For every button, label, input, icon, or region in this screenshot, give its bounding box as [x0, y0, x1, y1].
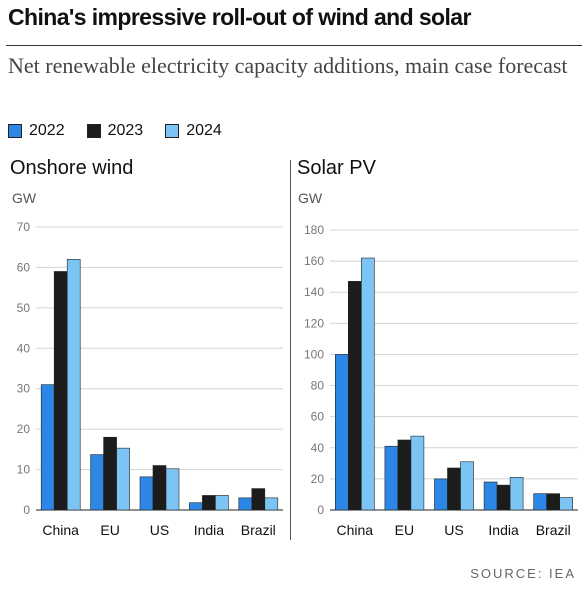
- solar-pv-ytick-label: 160: [304, 254, 324, 268]
- solar-pv-ytick-label: 60: [311, 410, 325, 424]
- solar-pv-bar-china-2023: [347, 281, 362, 511]
- onshore-wind-bar-eu-2024: [116, 447, 130, 511]
- solar-pv-bar-brazil-2022: [533, 493, 548, 511]
- onshore-wind-category-label: US: [150, 522, 169, 538]
- solar-pv-ytick-label: 80: [311, 379, 325, 393]
- onshore-wind-bar-us-2022: [139, 476, 154, 511]
- onshore-wind-bar-china-2022: [40, 384, 55, 511]
- onshore-wind-bar-us-2024: [165, 468, 180, 511]
- legend-swatch-2023: [86, 124, 101, 138]
- solar-pv-ytick-label: 120: [304, 316, 324, 330]
- solar-pv-category-label: China: [337, 522, 374, 538]
- onshore-wind-bar-eu-2023: [103, 436, 117, 511]
- solar-pv-bar-us-2024: [460, 461, 474, 511]
- chart-title: China's impressive roll-out of wind and …: [8, 4, 471, 30]
- onshore-wind-ytick-label: 50: [17, 301, 31, 315]
- onshore-wind-ytick-label: 40: [17, 341, 31, 355]
- onshore-wind-category-label: China: [42, 522, 79, 538]
- legend-swatch-2022: [8, 124, 22, 138]
- solar-pv-category-label: EU: [395, 522, 414, 538]
- solar-pv-ytick-label: 180: [304, 223, 324, 237]
- solar-pv-ytick-label: 100: [304, 347, 324, 361]
- onshore-wind-ytick-label: 0: [23, 503, 30, 517]
- onshore-wind-bar-india-2022: [189, 502, 203, 511]
- onshore-wind-bar-brazil-2023: [251, 488, 266, 511]
- solar-pv-ytick-label: 140: [304, 285, 324, 299]
- solar-pv-category-label: US: [444, 522, 463, 538]
- onshore-wind-category-label: EU: [100, 522, 119, 538]
- solar-pv-bar-eu-2024: [410, 435, 425, 511]
- panel-divider: [290, 160, 291, 540]
- solar-pv-bar-brazil-2023: [546, 493, 561, 511]
- onshore-wind-bar-us-2023: [152, 465, 167, 511]
- onshore-wind-bar-eu-2022: [90, 454, 104, 511]
- solar-pv-bar-eu-2023: [397, 439, 412, 511]
- onshore-wind-ytick-label: 20: [17, 422, 31, 436]
- legend-item-2023: 2023: [86, 122, 144, 140]
- solar-pv-category-label: Brazil: [536, 522, 571, 538]
- legend-item-2024: 2024: [165, 122, 222, 140]
- solar-pv-bar-brazil-2024: [559, 497, 574, 511]
- onshore-wind-bar-brazil-2022: [238, 497, 253, 511]
- legend-item-2022: 2022: [8, 122, 65, 140]
- solar-pv-bar-eu-2022: [384, 445, 399, 511]
- onshore-wind-ytick-label: 60: [17, 260, 31, 274]
- onshore-wind-bar-china-2024: [66, 259, 81, 511]
- chart-subtitle: Net renewable electricity capacity addit…: [8, 53, 568, 78]
- solar-pv-ytick-label: 20: [311, 472, 325, 486]
- panel-unit-solar-pv: GW: [298, 190, 323, 206]
- solar-pv-bar-us-2023: [447, 467, 461, 511]
- solar-pv-bar-india-2022: [483, 481, 498, 511]
- onshore-wind-category-label: Brazil: [241, 522, 276, 538]
- legend-label-2024: 2024: [186, 122, 222, 139]
- legend-label-2023: 2023: [107, 122, 144, 139]
- solar-pv-bar-china-2024: [360, 257, 375, 511]
- panel-title-solar-pv: Solar PV: [297, 157, 376, 179]
- panel-title-onshore-wind: Onshore wind: [10, 157, 134, 179]
- title-rule: [6, 45, 582, 46]
- panel-unit-onshore-wind: GW: [12, 190, 37, 206]
- solar-pv-ytick-label: 0: [317, 503, 324, 517]
- onshore-wind-ytick-label: 30: [17, 382, 31, 396]
- legend-label-2022: 2022: [29, 122, 65, 139]
- solar-pv-bar-india-2023: [496, 484, 511, 511]
- onshore-wind-ytick-label: 10: [17, 463, 31, 477]
- onshore-wind-category-label: India: [194, 522, 225, 538]
- onshore-wind-bar-india-2023: [202, 495, 216, 511]
- legend: 2022 2023 2024: [8, 122, 222, 140]
- onshore-wind-ytick-label: 70: [17, 220, 31, 234]
- solar-pv-category-label: India: [488, 522, 519, 538]
- solar-pv-bar-us-2022: [434, 478, 448, 511]
- solar-pv-ytick-label: 40: [311, 441, 325, 455]
- legend-swatch-2024: [165, 124, 180, 138]
- onshore-wind-bar-china-2023: [53, 271, 68, 511]
- source-note: SOURCE: IEA: [470, 566, 576, 581]
- solar-pv-bar-india-2024: [509, 477, 524, 511]
- onshore-wind-bar-brazil-2024: [264, 497, 279, 511]
- solar-pv-bar-china-2022: [334, 354, 349, 511]
- onshore-wind-bar-india-2024: [215, 495, 229, 511]
